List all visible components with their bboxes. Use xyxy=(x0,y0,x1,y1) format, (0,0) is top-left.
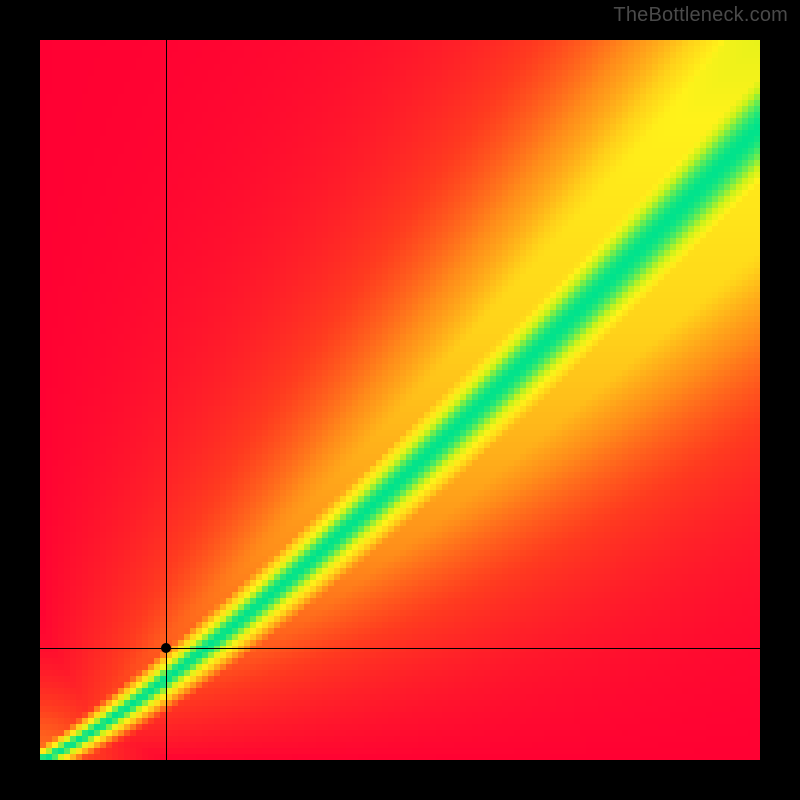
bottleneck-heatmap xyxy=(40,40,760,760)
chart-container: { "watermark": "TheBottleneck.com", "cha… xyxy=(0,0,800,800)
crosshair-horizontal xyxy=(40,648,760,649)
watermark-text: TheBottleneck.com xyxy=(613,4,788,27)
